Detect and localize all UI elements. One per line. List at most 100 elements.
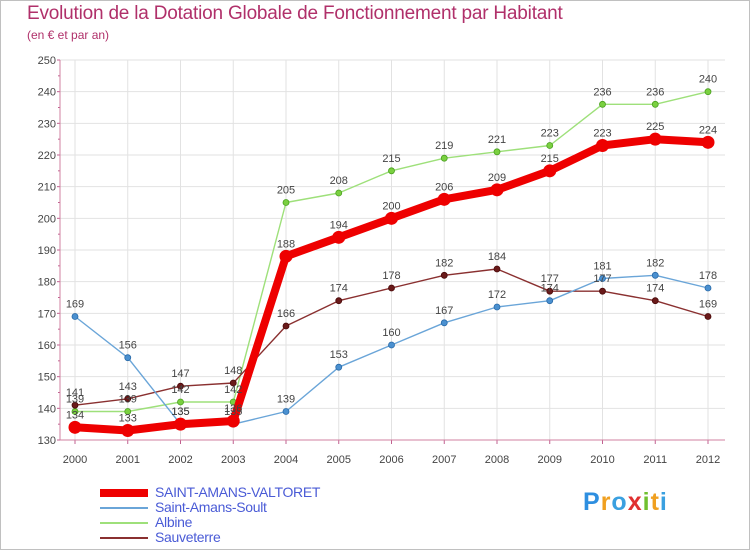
data-point	[335, 363, 343, 371]
data-label: 167	[435, 305, 453, 317]
logo-letter: o	[611, 488, 628, 516]
data-point	[279, 249, 293, 263]
x-tick-label: 2008	[485, 454, 509, 466]
logo-letter: i	[659, 488, 668, 516]
chart-subtitle: (en € et par an)	[27, 28, 110, 42]
data-label: 215	[541, 153, 559, 165]
data-label: 135	[171, 406, 189, 418]
data-label: 224	[699, 124, 717, 136]
legend-swatch	[100, 522, 148, 524]
data-label: 166	[277, 308, 295, 320]
data-label: 139	[119, 394, 137, 406]
y-tick-label: 200	[38, 213, 56, 225]
data-point	[543, 164, 557, 178]
legend-label: Sauveterre	[155, 529, 221, 545]
data-label: 142	[171, 384, 189, 396]
y-tick-label: 250	[38, 55, 56, 67]
x-tick-label: 2000	[63, 454, 87, 466]
data-point	[704, 313, 712, 320]
data-label: 169	[66, 299, 84, 311]
x-tick-label: 2007	[432, 454, 456, 466]
data-point	[71, 313, 79, 320]
data-point	[385, 211, 398, 225]
x-tick-label: 2001	[116, 454, 140, 466]
y-tick-label: 190	[38, 245, 56, 257]
data-point	[71, 401, 79, 409]
data-point	[651, 271, 659, 279]
data-label: 221	[488, 134, 506, 146]
data-label: 236	[593, 86, 611, 98]
x-tick-label: 2002	[168, 454, 192, 466]
data-point	[124, 395, 132, 403]
data-point	[546, 287, 554, 295]
data-point	[493, 148, 501, 156]
data-point	[599, 100, 606, 108]
data-point	[651, 100, 659, 108]
data-point	[546, 142, 554, 149]
data-point	[282, 322, 290, 330]
data-point	[332, 230, 346, 244]
data-label: 200	[382, 200, 400, 212]
logo-letter: i	[642, 488, 651, 516]
y-tick-label: 140	[38, 403, 56, 415]
data-label: 215	[382, 153, 400, 165]
data-label: 205	[277, 185, 295, 197]
x-tick-label: 2009	[538, 454, 562, 466]
data-point	[177, 382, 184, 390]
data-label: 148	[224, 365, 242, 377]
data-point	[335, 189, 343, 197]
data-point	[651, 297, 659, 305]
y-tick-label: 210	[38, 182, 56, 194]
data-point	[388, 284, 395, 292]
data-label: 147	[171, 368, 189, 380]
data-label: 223	[593, 128, 611, 140]
legend-swatch	[100, 507, 148, 509]
data-point	[704, 284, 712, 292]
data-label: 194	[330, 219, 348, 231]
data-point	[599, 287, 606, 295]
data-point	[437, 192, 451, 206]
legend-label: SAINT-AMANS-VALTORET	[155, 484, 321, 500]
chart-title: Evolution de la Dotation Globale de Fonc…	[27, 3, 563, 24]
y-tick-label: 180	[38, 277, 56, 289]
data-point	[648, 132, 662, 146]
data-label: 184	[488, 251, 506, 263]
data-label: 135	[224, 406, 242, 418]
logo-letter: P	[583, 488, 601, 516]
x-tick-label: 2011	[643, 454, 667, 466]
data-point	[440, 154, 448, 162]
data-label: 172	[488, 289, 506, 301]
data-label: 177	[593, 273, 611, 285]
logo-letter: x	[627, 488, 643, 516]
data-label: 188	[277, 238, 295, 250]
data-point	[599, 275, 606, 282]
data-label: 136	[224, 403, 242, 415]
x-tick-label: 2005	[327, 454, 351, 466]
data-point	[282, 199, 290, 206]
y-tick-label: 220	[38, 150, 56, 162]
data-label: 178	[382, 270, 400, 282]
data-point	[124, 354, 132, 362]
data-label: 143	[119, 381, 137, 393]
data-point	[121, 424, 135, 437]
data-label: 206	[435, 181, 453, 193]
data-label: 174	[646, 283, 664, 295]
y-tick-label: 160	[38, 340, 56, 352]
legend-label: Albine	[155, 514, 193, 530]
data-label: 174	[330, 283, 348, 295]
data-label: 139	[277, 394, 295, 406]
data-label: 223	[541, 128, 559, 140]
data-point	[493, 265, 501, 273]
data-point	[226, 414, 240, 428]
y-tick-label: 170	[38, 308, 56, 320]
data-point	[440, 319, 448, 327]
data-label: 153	[330, 349, 348, 361]
data-point	[490, 183, 504, 197]
data-point	[388, 167, 395, 175]
x-tick-label: 2003	[221, 454, 245, 466]
data-label: 169	[699, 299, 717, 311]
logo-letter: r	[600, 488, 612, 516]
data-point	[440, 271, 448, 279]
data-label: 240	[699, 74, 717, 86]
data-point	[701, 135, 715, 149]
